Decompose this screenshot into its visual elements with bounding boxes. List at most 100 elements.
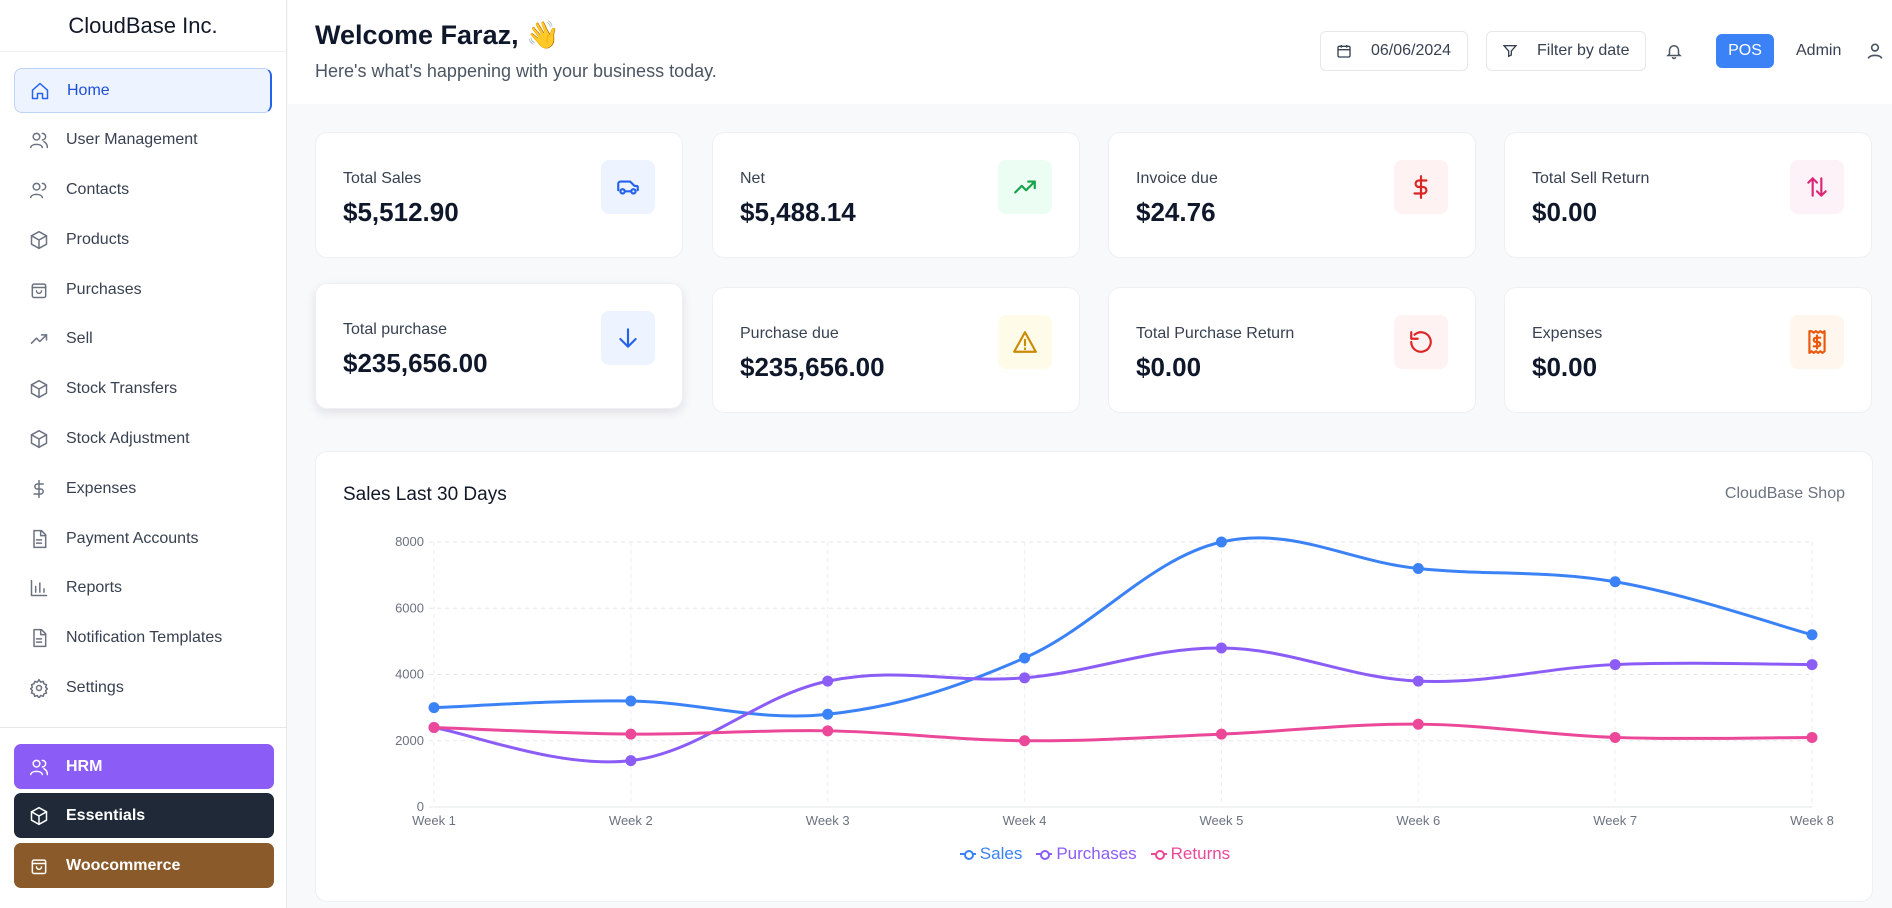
receipt-icon	[1804, 329, 1830, 355]
module-essentials-button[interactable]: Essentials	[14, 793, 274, 838]
brand-name: CloudBase Inc.	[0, 0, 286, 52]
data-point-purchases	[1019, 672, 1031, 684]
sidebar-item-home[interactable]: Home	[14, 68, 272, 113]
stat-label: Net	[740, 170, 765, 187]
sidebar-item-label: Home	[67, 81, 110, 99]
module-label: HRM	[66, 757, 103, 775]
sidebar-item-settings[interactable]: Settings	[14, 666, 272, 711]
module-woocommerce-button[interactable]: Woocommerce	[14, 843, 274, 888]
data-point-returns	[1019, 735, 1031, 747]
data-point-sales	[1806, 629, 1818, 641]
filter-by-date-button[interactable]: Filter by date	[1486, 31, 1646, 71]
stat-card-expenses: Expenses $0.00	[1504, 287, 1872, 413]
legend-item-returns[interactable]: Returns	[1150, 844, 1230, 864]
stat-label: Expenses	[1532, 325, 1603, 342]
sidebar-item-notification-templates[interactable]: Notification Templates	[14, 616, 272, 661]
truck-icon	[615, 174, 641, 200]
sidebar-item-products[interactable]: Products	[14, 217, 272, 262]
header: Welcome Faraz, 👋 Here's what's happening…	[288, 0, 1892, 104]
sidebar-item-stock-adjustment[interactable]: Stock Adjustment	[14, 417, 272, 462]
home-icon	[29, 80, 51, 102]
arrow-down-icon	[615, 325, 641, 351]
series-line-sales	[433, 536, 1813, 718]
sidebar-item-label: Stock Adjustment	[66, 430, 190, 448]
sidebar-item-stock-transfers[interactable]: Stock Transfers	[14, 367, 272, 412]
undo-icon	[1408, 329, 1434, 355]
sidebar-item-label: Settings	[66, 679, 124, 697]
sidebar-divider	[0, 727, 287, 728]
y-tick-label: 6000	[395, 600, 424, 615]
box-icon	[28, 378, 50, 400]
bell-icon[interactable]	[1665, 41, 1683, 61]
data-point-purchases	[1609, 659, 1621, 671]
stat-icon-box	[1790, 315, 1844, 369]
sales-line-chart: 0 2000 4000 6000 8000 Week 1 Week 2 Week 3 Week …	[395, 534, 1834, 828]
series-line-returns	[433, 722, 1813, 743]
welcome-text: Welcome Faraz,	[315, 20, 519, 50]
data-point-sales	[1019, 652, 1031, 664]
data-point-purchases	[625, 755, 637, 767]
sidebar-item-expenses[interactable]: Expenses	[14, 466, 272, 511]
bag-icon	[28, 855, 50, 877]
data-point-sales	[625, 695, 637, 707]
stat-icon-box	[1394, 160, 1448, 214]
data-point-returns	[1806, 731, 1818, 743]
chart-shop-label: CloudBase Shop	[1724, 485, 1845, 502]
data-point-sales	[428, 702, 440, 714]
data-point-sales	[1215, 536, 1227, 548]
x-tick-label: Week 5	[1200, 813, 1244, 828]
stat-card-invoice-due: Invoice due $24.76	[1108, 132, 1476, 258]
sidebar-item-sell[interactable]: Sell	[14, 317, 272, 362]
sidebar-item-label: Sell	[66, 330, 93, 348]
legend-item-purchases[interactable]: Purchases	[1036, 844, 1137, 864]
stat-label: Purchase due	[740, 325, 839, 342]
sidebar-item-label: Purchases	[66, 280, 142, 298]
chart-title: Sales Last 30 Days	[343, 484, 507, 505]
box-icon	[28, 805, 50, 827]
stat-value: $0.00	[1532, 197, 1598, 227]
stat-card-total-purchase-return: Total Purchase Return $0.00	[1108, 287, 1476, 413]
y-tick-label: 4000	[395, 667, 424, 682]
swap-icon	[1804, 174, 1830, 200]
y-tick-label: 2000	[395, 733, 424, 748]
legend-swatch	[959, 849, 976, 860]
user-icon[interactable]	[1865, 41, 1885, 61]
user-menu-label[interactable]: Admin	[1796, 42, 1842, 59]
calendar-icon	[1335, 42, 1353, 60]
filter-label: Filter by date	[1537, 42, 1630, 59]
data-point-sales	[1609, 576, 1621, 588]
stat-icon-box	[601, 160, 655, 214]
sidebar-item-contacts[interactable]: Contacts	[14, 168, 272, 213]
sidebar-item-label: Contacts	[66, 181, 130, 199]
x-tick-label: Week 4	[1003, 813, 1047, 828]
date-picker-button[interactable]: 06/06/2024	[1320, 31, 1468, 71]
x-tick-label: Week 7	[1593, 813, 1637, 828]
page-subtitle: Here's what's happening with your busine…	[315, 61, 717, 81]
stat-card-total-purchase: Total purchase $235,656.00	[315, 283, 683, 409]
dollar-icon	[1408, 174, 1434, 200]
sidebar-item-user-management[interactable]: User Management	[14, 118, 272, 163]
data-point-purchases	[1806, 659, 1818, 671]
sidebar: CloudBase Inc. Home User Management Contac…	[0, 0, 287, 908]
users-icon	[28, 756, 50, 778]
x-tick-label: Week 6	[1396, 813, 1440, 828]
data-point-returns	[1412, 718, 1424, 730]
sidebar-item-reports[interactable]: Reports	[14, 566, 272, 611]
pos-button[interactable]: POS	[1716, 34, 1774, 68]
legend-item-sales[interactable]: Sales	[959, 844, 1022, 864]
sidebar-item-label: Reports	[66, 579, 123, 597]
module-hrm-button[interactable]: HRM	[14, 744, 274, 789]
sidebar-item-purchases[interactable]: Purchases	[14, 267, 272, 312]
sidebar-item-payment-accounts[interactable]: Payment Accounts	[14, 516, 272, 561]
filter-icon	[1501, 42, 1519, 60]
page-title: Welcome Faraz, 👋	[315, 19, 560, 51]
stat-card-purchase-due: Purchase due $235,656.00	[712, 287, 1080, 413]
stat-label: Total purchase	[343, 321, 448, 338]
sales-chart-panel: Sales Last 30 Days CloudBase Shop 0 2000 4…	[315, 451, 1873, 902]
trending-up-icon	[1012, 174, 1038, 200]
stat-icon-box	[998, 315, 1052, 369]
data-point-returns	[1215, 728, 1227, 740]
box-icon	[28, 229, 50, 251]
sidebar-item-label: User Management	[66, 131, 198, 149]
document-icon	[28, 528, 50, 550]
